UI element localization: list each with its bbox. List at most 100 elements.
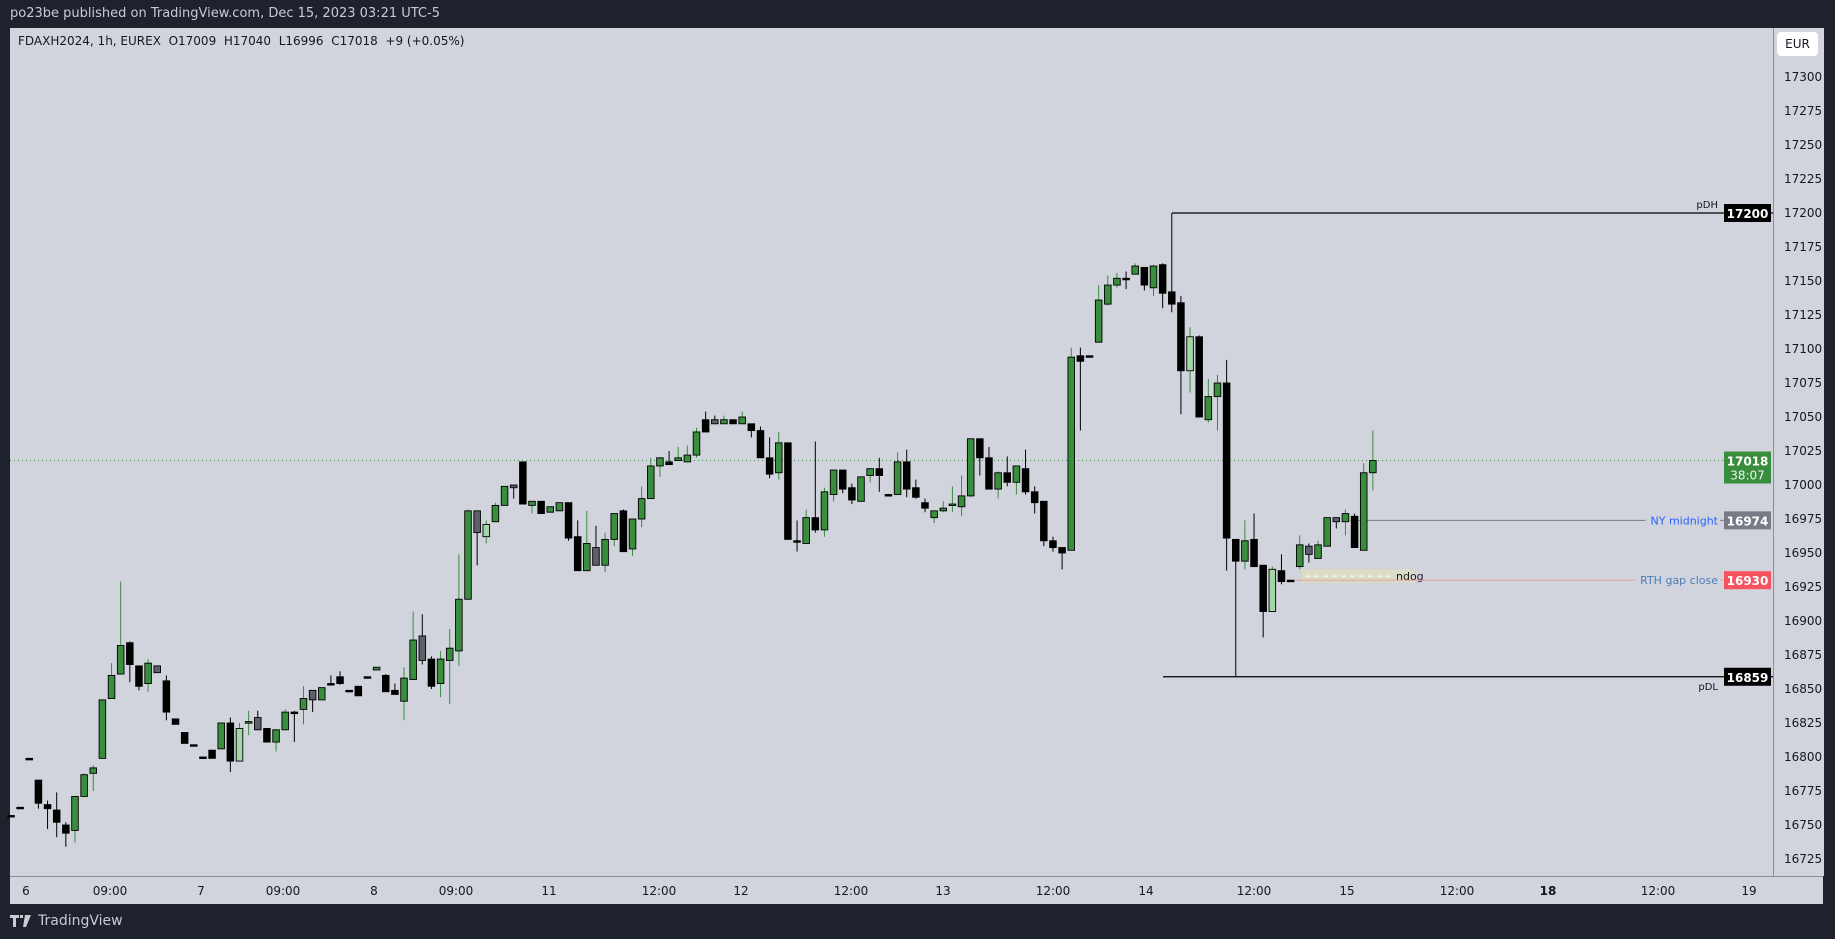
candle-body <box>226 722 235 762</box>
price-tick-label: 16850 <box>1784 682 1822 696</box>
candle-body <box>592 547 600 566</box>
candle-body <box>1241 540 1249 562</box>
candle-body <box>738 416 746 425</box>
candle-body <box>1021 468 1030 493</box>
candle-body <box>372 666 381 671</box>
candle-body <box>1332 517 1341 523</box>
candle-body <box>701 419 710 433</box>
candle-body <box>52 809 61 823</box>
candle-body <box>1113 277 1121 286</box>
candle-body <box>500 485 509 506</box>
price-tick-label: 16725 <box>1784 852 1822 866</box>
candle-body <box>848 487 856 501</box>
candle-body <box>1204 396 1213 421</box>
candle-body <box>336 676 344 685</box>
price-tag-pDL <box>1724 667 1771 686</box>
time-axis[interactable] <box>10 876 1823 904</box>
candle-body <box>802 517 810 544</box>
candle-body <box>857 476 865 502</box>
candle-body <box>930 510 938 519</box>
tradingview-logo-icon <box>10 915 31 927</box>
legend-high: H17040 <box>223 34 272 48</box>
candle-body <box>455 598 463 652</box>
price-tick-label: 16825 <box>1784 716 1822 730</box>
candle-body <box>482 523 491 538</box>
time-tick-label: 15 <box>1339 884 1354 898</box>
candle-body <box>1076 355 1085 362</box>
price-tick-label: 16800 <box>1784 750 1822 764</box>
candle-body <box>966 438 975 497</box>
time-tick-label: 12:00 <box>642 884 677 898</box>
current-price-tag <box>1724 451 1771 484</box>
candle-body <box>1295 544 1304 568</box>
chart-pane[interactable] <box>10 28 1773 876</box>
price-tick-label: 17075 <box>1784 376 1822 390</box>
candle-body <box>381 674 390 693</box>
candle-body <box>162 680 171 713</box>
candle-body <box>976 438 984 459</box>
time-tick-label: 14 <box>1138 884 1153 898</box>
candle-body <box>912 487 920 498</box>
candle-body <box>71 795 79 831</box>
price-tick-label: 16925 <box>1784 580 1822 594</box>
candle-body <box>793 540 801 543</box>
candle-body <box>1286 579 1295 583</box>
price-tick-label: 17025 <box>1784 444 1822 458</box>
price-axis[interactable] <box>1773 28 1824 876</box>
price-tag-text: 17200 <box>1727 207 1769 221</box>
candle-body <box>1058 547 1066 554</box>
time-tick-label: 11 <box>541 884 556 898</box>
candle-body <box>811 517 820 531</box>
level-label-rth-gap-close: RTH gap close <box>1640 574 1718 587</box>
legend-change: +9 (+0.05%) <box>385 34 465 48</box>
price-tick-label: 17100 <box>1784 342 1822 356</box>
time-tick-label: 12:00 <box>1641 884 1676 898</box>
time-tick-label: 09:00 <box>439 884 474 898</box>
candle-body <box>756 430 765 459</box>
price-tag-text: 16930 <box>1727 574 1769 588</box>
candle-body <box>902 461 911 490</box>
price-tick-label: 16775 <box>1784 784 1822 798</box>
time-tick-label: 09:00 <box>266 884 301 898</box>
price-tick-label: 17000 <box>1784 478 1822 492</box>
candle-body <box>985 457 993 490</box>
candle-body <box>656 457 664 467</box>
candle-body <box>345 689 353 693</box>
candle-body <box>610 513 618 540</box>
candle-body <box>1277 570 1286 583</box>
brand-text: TradingView <box>38 913 123 929</box>
currency-button[interactable]: EUR <box>1777 32 1818 56</box>
candle-body <box>171 718 180 725</box>
candle-body <box>1040 500 1048 542</box>
candle-body <box>126 642 134 665</box>
candle-body <box>135 665 143 687</box>
candle-body <box>1149 265 1158 289</box>
bar-countdown-text: 38:07 <box>1730 469 1765 483</box>
candle-body <box>564 502 573 539</box>
candle-body <box>765 457 774 475</box>
candle-body <box>308 689 317 701</box>
candle-body <box>838 469 847 490</box>
candle-body <box>1250 538 1258 568</box>
price-tag-text: 16859 <box>1727 671 1769 685</box>
candle-body <box>1067 356 1075 551</box>
candle-body <box>583 543 591 572</box>
price-tick-label: 17175 <box>1784 240 1822 254</box>
candle-body <box>436 658 445 685</box>
candle-body <box>25 757 34 761</box>
candle-body <box>34 779 43 804</box>
time-tick-label: 6 <box>22 884 30 898</box>
price-tick-label: 16975 <box>1784 512 1822 526</box>
candle-body <box>555 502 564 512</box>
ndog-label: ndog <box>1396 570 1424 583</box>
candle-body <box>235 727 244 762</box>
candle-body <box>537 500 545 515</box>
level-label-ny-midnight: NY midnight <box>1651 514 1719 527</box>
level-label-pDH: pDH <box>1696 200 1718 211</box>
candle-body <box>16 806 24 810</box>
candle-body <box>829 469 838 495</box>
candle-body <box>1012 465 1021 483</box>
candle-body <box>573 536 582 572</box>
price-tick-label: 17225 <box>1784 172 1822 186</box>
legend-low: L16996 <box>278 34 324 48</box>
